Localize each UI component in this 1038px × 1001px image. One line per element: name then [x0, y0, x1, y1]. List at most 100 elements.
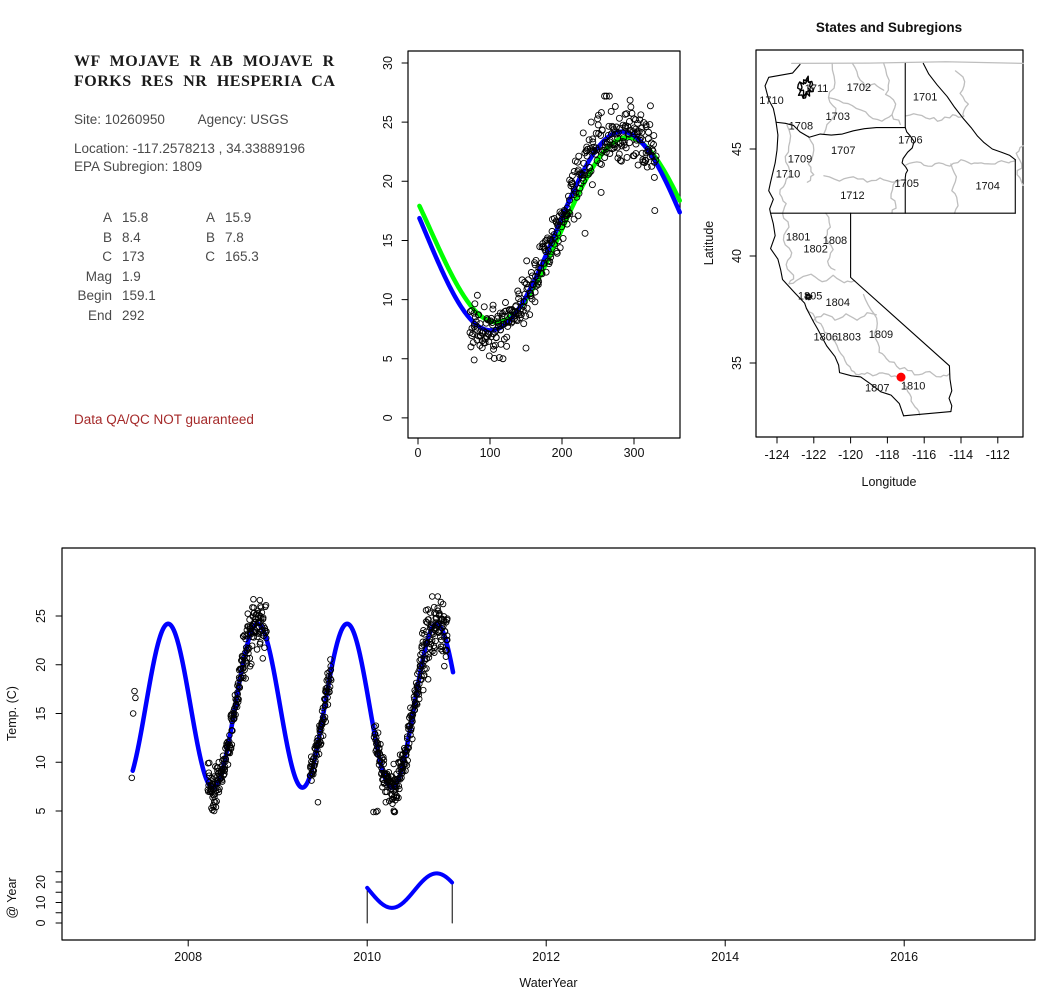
temp-point: [417, 662, 424, 669]
temp-point: [650, 173, 658, 181]
temp-point: [644, 135, 652, 143]
temp-point: [587, 167, 595, 175]
subregion-boundary-ca-sac-sj-divide: [788, 273, 856, 285]
temp-point: [396, 776, 404, 783]
temp-point: [235, 683, 243, 690]
temp-point: [634, 161, 642, 169]
subregion-label-1806: 1806: [814, 331, 838, 343]
temp-point: [263, 628, 270, 635]
subregion-label-1707: 1707: [831, 145, 855, 157]
temp-point: [475, 311, 483, 319]
temp-point: [326, 683, 334, 691]
temp-point: [537, 259, 545, 267]
temp-point: [634, 130, 642, 138]
temp-point: [395, 782, 403, 790]
temp-point: [326, 688, 333, 696]
temp-point: [588, 181, 596, 189]
temp-point: [248, 660, 255, 668]
temp-point: [568, 172, 576, 180]
y-tick-label-main: 20: [34, 658, 48, 672]
temp-point: [427, 609, 434, 616]
temp-point: [558, 223, 566, 231]
temp-point: [607, 130, 615, 138]
temp-point: [517, 311, 525, 319]
temp-point: [409, 735, 416, 743]
inset-y-axis-label: @ Year: [5, 877, 19, 918]
temp-point: [565, 208, 573, 216]
temp-point: [485, 331, 493, 339]
param-value: 15.8: [122, 210, 149, 225]
temp-point: [497, 322, 505, 330]
state-border-coastline: [764, 63, 905, 417]
subregion-boundary-willamette-west: [784, 124, 792, 184]
temp-point: [413, 701, 421, 708]
temp-point: [216, 785, 223, 792]
temp-point: [261, 627, 269, 634]
temp-point: [611, 102, 619, 110]
temp-point: [256, 596, 264, 604]
temp-point: [325, 677, 332, 684]
wateryear-timeseries-chart: 2008 2010 2012 2014 2016 5 10 15 20 25 0 10 20 WaterY…: [5, 547, 1036, 990]
temp-point: [585, 164, 593, 172]
temp-point: [526, 311, 534, 319]
temp-point: [439, 647, 446, 655]
temp-point: [570, 215, 578, 223]
temp-point: [222, 755, 229, 762]
temp-point: [589, 138, 597, 146]
subregion-label-1706: 1706: [898, 134, 922, 146]
temp-point: [579, 129, 587, 137]
temp-point: [441, 662, 448, 670]
temp-point: [374, 729, 382, 736]
temp-point: [420, 672, 428, 680]
temp-point: [632, 116, 640, 124]
temp-point: [324, 694, 331, 701]
temp-point-sparse: [131, 687, 138, 695]
param-value: 159.1: [122, 288, 156, 303]
temp-point: [483, 333, 491, 340]
temp-point: [315, 740, 322, 747]
temp-point: [321, 713, 329, 721]
temp-point: [327, 666, 335, 674]
param-col1-row-end: End 292: [66, 306, 156, 326]
temp-point: [607, 108, 615, 115]
temp-point: [632, 150, 640, 157]
subregion-boundary-wa-ne-divide: [883, 62, 901, 126]
temp-point: [527, 292, 535, 300]
temp-outlier-point: [391, 808, 399, 816]
fit-parameters-column-1: A 15.8 B 8.4 C 173 Mag 1.9 Begin 159.1 End 292: [66, 208, 156, 326]
temp-point: [219, 778, 226, 785]
temp-point: [232, 711, 239, 719]
subregion-boundary-cascade-wa: [823, 62, 837, 135]
temp-outlier-point: [499, 355, 507, 363]
map-title: States and Subregions: [816, 20, 962, 35]
subregion-boundary-id-1705-1704: [950, 163, 959, 214]
temp-point: [642, 123, 650, 131]
temp-point: [432, 637, 439, 645]
temp-point: [236, 683, 243, 691]
temp-point: [532, 256, 540, 264]
subregion-boundary-snake-north-divide: [905, 159, 1016, 167]
temp-point: [603, 92, 610, 100]
temp-point: [443, 647, 450, 654]
temp-point: [403, 762, 411, 769]
subregion-boundary-wa-okanogan: [851, 62, 885, 91]
param-label: A: [102, 210, 112, 225]
lon-tick-label: -124: [764, 448, 789, 462]
temp-point: [566, 196, 573, 204]
temp-point: [419, 638, 427, 646]
temp-point: [230, 714, 238, 722]
temp-point: [523, 304, 531, 312]
temp-point: [538, 270, 546, 278]
temp-point: [651, 207, 659, 215]
temp-point: [643, 163, 651, 171]
temp-point: [473, 291, 481, 299]
temp-point: [472, 326, 479, 333]
temp-point: [415, 695, 423, 703]
subregion-label-1803: 1803: [837, 331, 861, 343]
temp-point: [434, 593, 442, 600]
temp-point: [573, 193, 581, 201]
temp-point: [308, 777, 315, 784]
param-col1-row-a: A 15.8: [66, 208, 156, 228]
subregion-label-1701: 1701: [913, 92, 937, 104]
temp-point: [372, 722, 380, 729]
